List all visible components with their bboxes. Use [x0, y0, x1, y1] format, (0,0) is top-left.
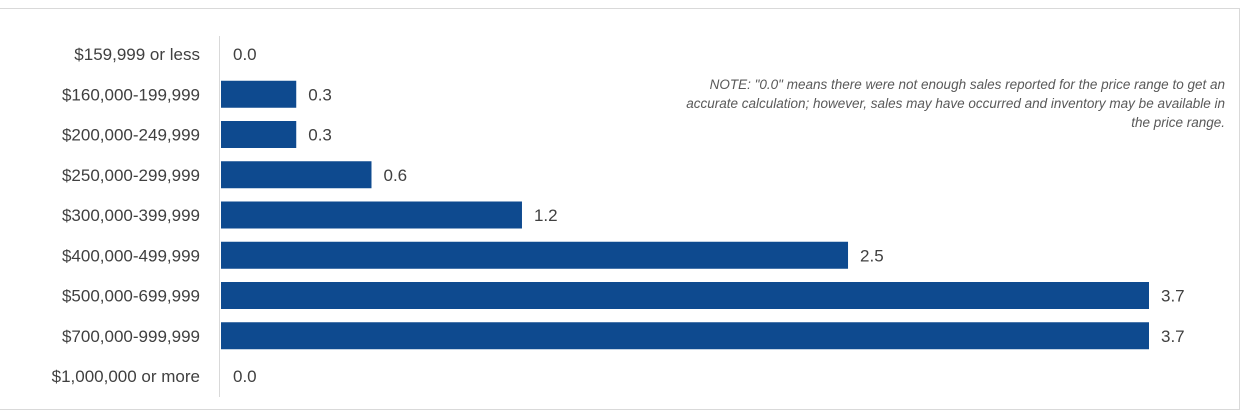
value-label-6: 3.7 — [1161, 287, 1185, 306]
value-label-2: 0.3 — [308, 126, 332, 145]
category-label-8: $1,000,000 or more — [52, 367, 200, 386]
category-label-1: $160,000-199,999 — [62, 85, 200, 104]
category-label-2: $200,000-249,999 — [62, 126, 200, 145]
bar-2 — [221, 121, 296, 148]
category-label-0: $159,999 or less — [74, 45, 200, 64]
category-labels: $159,999 or less $160,000-199,999 $200,000… — [52, 45, 200, 386]
category-label-6: $500,000-699,999 — [62, 287, 200, 306]
bar-3 — [221, 161, 371, 188]
bar-7 — [221, 322, 1149, 349]
category-label-7: $700,000-999,999 — [62, 327, 200, 346]
chart-note: NOTE: "0.0" means there were not enough … — [680, 75, 1225, 132]
bar-chart: $159,999 or less $160,000-199,999 $200,000… — [0, 9, 1240, 411]
value-label-0: 0.0 — [233, 45, 257, 64]
value-label-4: 1.2 — [534, 206, 558, 225]
chart-frame: $159,999 or less $160,000-199,999 $200,000… — [0, 8, 1240, 410]
category-label-4: $300,000-399,999 — [62, 206, 200, 225]
bar-6 — [221, 282, 1149, 309]
bar-5 — [221, 242, 848, 269]
value-label-8: 0.0 — [233, 367, 257, 386]
bar-1 — [221, 81, 296, 108]
category-label-5: $400,000-499,999 — [62, 246, 200, 265]
category-label-3: $250,000-299,999 — [62, 166, 200, 185]
bar-4 — [221, 202, 522, 229]
value-label-1: 0.3 — [308, 85, 332, 104]
value-label-7: 3.7 — [1161, 327, 1185, 346]
value-label-5: 2.5 — [860, 246, 884, 265]
value-label-3: 0.6 — [383, 166, 407, 185]
